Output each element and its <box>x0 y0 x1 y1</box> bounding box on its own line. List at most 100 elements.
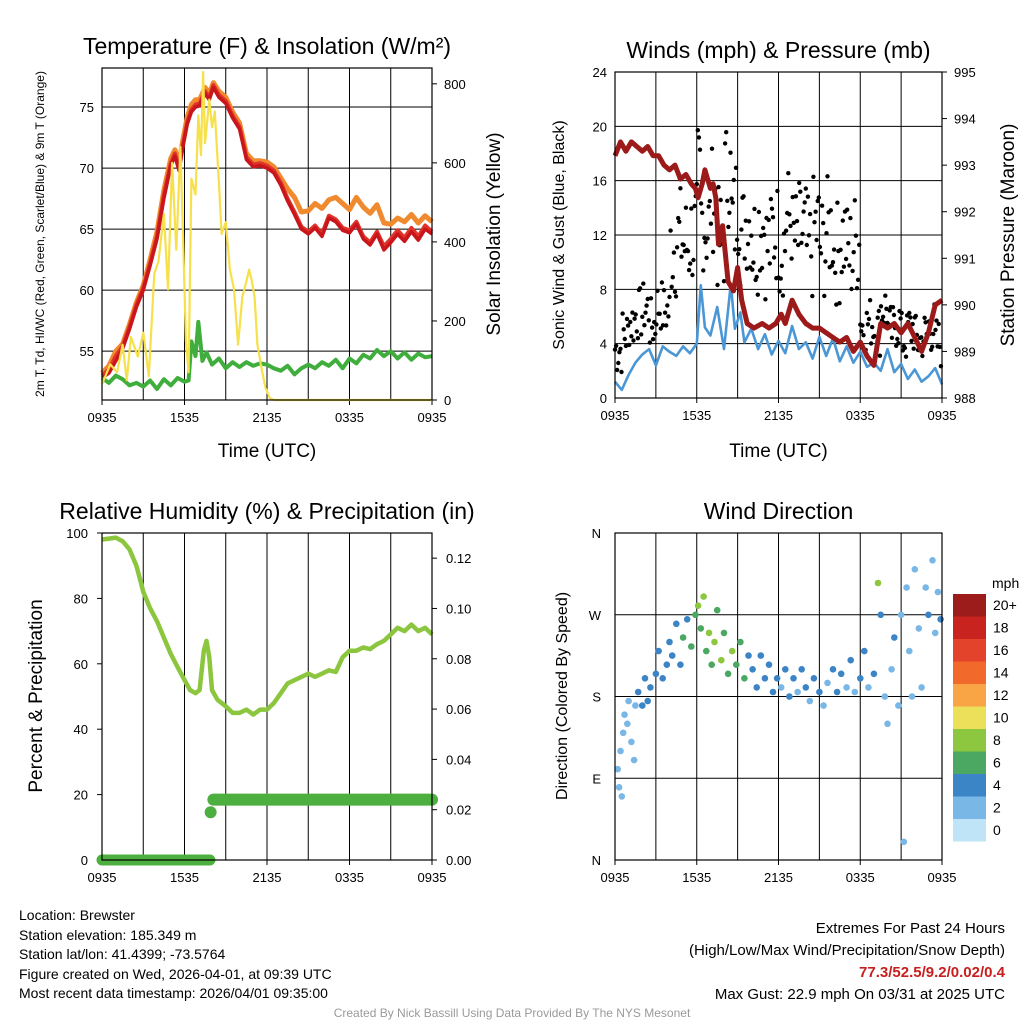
gust-dot <box>641 281 646 286</box>
gust-dot <box>658 326 663 331</box>
rh-series-humidity <box>101 535 434 717</box>
gust-dot <box>674 245 680 250</box>
gust-dot <box>637 286 643 291</box>
gust-dot <box>716 184 721 190</box>
rh-ytick-right-label: 0.00 <box>446 853 471 868</box>
colorbar-label: 20+ <box>993 597 1017 613</box>
gust-dot <box>749 233 754 238</box>
gust-dot <box>822 293 827 299</box>
gust-dot <box>821 220 826 226</box>
temp-xtick-label: 1535 <box>170 410 199 425</box>
rh-ytick-right-label: 0.02 <box>446 803 471 818</box>
direction-point <box>798 666 805 673</box>
direction-point <box>753 684 760 691</box>
gust-dot <box>890 305 896 310</box>
gust-dot <box>855 277 861 282</box>
gust-dot <box>700 210 705 215</box>
gust-dot <box>807 211 813 217</box>
gust-dot <box>625 323 631 328</box>
gust-dot <box>644 303 649 308</box>
gust-dot <box>773 245 778 250</box>
gust-dot <box>678 186 683 191</box>
temp-title: Temperature (F) & Insolation (W/m²) <box>83 33 451 59</box>
rh-ytick-label: 100 <box>66 526 88 541</box>
gust-dot <box>780 293 786 298</box>
winds-ytick-right-label: 991 <box>954 251 976 266</box>
wd-ytick-label: E <box>592 771 601 786</box>
gust-dot <box>778 276 783 281</box>
extremes-subtitle: (High/Low/Max Wind/Precipitation/Snow De… <box>689 942 1005 959</box>
gust-dot <box>621 327 626 332</box>
gust-dot <box>677 219 682 224</box>
gust-dot <box>872 333 877 339</box>
rh-xtick-label: 0335 <box>335 870 364 885</box>
gust-dot <box>635 336 641 341</box>
gust-dot <box>922 315 927 320</box>
gust-dot <box>840 218 845 223</box>
gust-dot <box>823 259 828 264</box>
gust-dot <box>884 306 889 311</box>
gust-dot <box>751 260 756 265</box>
colorbar-label: 18 <box>993 620 1009 636</box>
gust-dot <box>909 338 914 344</box>
direction-point <box>837 670 845 678</box>
credit-line: Created By Nick Bassill Using Data Provi… <box>333 1006 691 1020</box>
extremes-values: 77.3/52.5/9.2/0.02/0.4 <box>859 964 1005 981</box>
direction-point <box>639 702 646 709</box>
winds-ytick-label: 16 <box>593 174 607 189</box>
gust-dot <box>930 344 935 349</box>
colorbar-label: 8 <box>993 732 1001 748</box>
figure-created: Figure created on Wed, 2026-04-01, at 09… <box>19 965 332 982</box>
wd-xtick-label: 2135 <box>764 870 793 885</box>
rh-ytick-right-label: 0.12 <box>446 551 471 566</box>
gust-dot <box>896 341 901 346</box>
gust-dot <box>676 215 681 221</box>
gust-dot <box>742 256 747 261</box>
gust-dot <box>861 333 866 338</box>
direction-point <box>777 684 785 691</box>
gust-dot <box>689 206 694 211</box>
direction-point <box>697 625 705 632</box>
gust-dot <box>755 292 760 297</box>
gust-dot <box>763 297 768 302</box>
winds-ytick-right-label: 992 <box>954 205 976 220</box>
gust-dot <box>919 335 924 340</box>
direction-point <box>829 666 837 673</box>
colorbar-swatch <box>953 796 986 819</box>
gust-dot <box>870 324 875 330</box>
direction-point <box>782 666 789 673</box>
direction-point <box>806 697 814 705</box>
gust-dot <box>618 346 623 351</box>
gust-dot <box>629 334 634 339</box>
temp-xtick-label: 0335 <box>335 410 364 425</box>
winds-xtick-label: 0935 <box>601 408 630 423</box>
rh-ytick-right-label: 0.04 <box>446 752 471 767</box>
gust-dot <box>733 165 739 170</box>
gust-dot <box>833 270 838 275</box>
direction-point <box>810 675 818 682</box>
gust-dot <box>865 322 871 327</box>
gust-dot <box>762 232 767 237</box>
colorbar-swatch <box>953 639 986 662</box>
direction-point <box>668 652 676 659</box>
rh-frame <box>101 532 433 861</box>
direction-point <box>630 756 638 764</box>
gust-dot <box>734 237 740 242</box>
gust-dot <box>703 240 708 245</box>
gust-dot <box>849 286 854 292</box>
direction-point <box>728 647 736 655</box>
gust-dot <box>795 242 801 248</box>
gust-dot <box>835 200 840 205</box>
direction-point <box>619 729 627 737</box>
temp-ytick-label: 75 <box>80 100 94 115</box>
gust-dot <box>767 261 772 266</box>
recent-timestamp: Most recent data timestamp: 2026/04/01 0… <box>19 985 328 1001</box>
temp-frame <box>101 67 433 401</box>
direction-point <box>824 679 831 687</box>
gust-dot <box>724 130 729 135</box>
direction-point <box>851 688 859 696</box>
gust-dot <box>813 209 818 214</box>
gust-dot <box>728 150 733 155</box>
temp-xtick-label: 0935 <box>418 410 447 425</box>
gust-dot <box>876 308 881 314</box>
